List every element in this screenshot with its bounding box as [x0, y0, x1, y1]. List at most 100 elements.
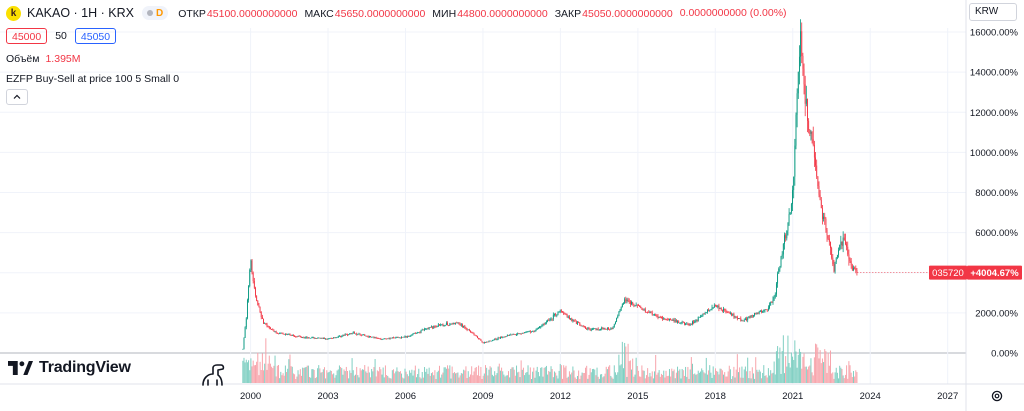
- sell-price-button[interactable]: 45000: [6, 28, 48, 44]
- volume-bar: [748, 378, 750, 383]
- volume-bar: [375, 376, 377, 383]
- volume-bar: [467, 371, 469, 383]
- candle-body: [802, 55, 804, 69]
- gear-icon[interactable]: [990, 389, 1004, 403]
- candle-body: [735, 316, 737, 318]
- volume-bar: [560, 365, 562, 383]
- candle-body: [529, 331, 531, 333]
- candle-body: [449, 323, 451, 326]
- volume-bar: [583, 372, 585, 383]
- volume-bar: [657, 372, 659, 383]
- candle-body: [364, 334, 366, 336]
- candle-body: [694, 320, 696, 324]
- volume-bar: [530, 378, 532, 383]
- volume-bar: [402, 377, 404, 383]
- volume-bar: [611, 377, 613, 383]
- candle-body: [794, 145, 796, 177]
- volume-bar: [405, 371, 407, 383]
- candle-body: [644, 309, 646, 313]
- candle-body: [721, 309, 723, 311]
- candle-body: [467, 329, 469, 331]
- candle-body: [458, 322, 460, 325]
- candle-body: [336, 337, 338, 338]
- symbol-title[interactable]: KAKAO · 1H · KRX: [27, 6, 134, 20]
- price-tick-label: 0.00%: [991, 349, 1018, 360]
- volume-bar: [759, 371, 761, 383]
- currency-selector[interactable]: KRW: [969, 3, 1017, 21]
- candle-body: [312, 337, 314, 338]
- candle-body: [432, 326, 434, 328]
- volume-bar: [840, 367, 842, 383]
- volume-bar: [451, 366, 453, 383]
- time-tick-label: 2027: [937, 391, 958, 402]
- volume-bar: [312, 369, 314, 383]
- volume-bar: [483, 373, 485, 383]
- price-tick-label: 16000.00%: [970, 28, 1019, 39]
- volume-bar: [604, 373, 606, 383]
- volume-bar: [821, 358, 823, 383]
- candle-body: [505, 336, 507, 338]
- volume-bar: [650, 376, 652, 383]
- volume-bar: [259, 361, 261, 383]
- tradingview-watermark[interactable]: TradingView: [8, 359, 131, 377]
- volume-bar: [854, 376, 856, 383]
- collapse-legend-button[interactable]: [6, 89, 28, 105]
- candle-body: [413, 333, 415, 334]
- candle-body: [780, 256, 782, 267]
- volume-bar: [482, 375, 484, 383]
- volume-bar: [571, 372, 573, 383]
- indicator-legend[interactable]: EZFP Buy-Sell at price 100 5 Small 0: [6, 72, 179, 86]
- candle-body: [843, 237, 845, 241]
- candle-body: [819, 194, 821, 201]
- volume-bar: [649, 372, 651, 383]
- volume-bar: [338, 365, 340, 383]
- volume-bar: [683, 375, 685, 383]
- volume-bar: [833, 378, 835, 383]
- volume-bar: [369, 377, 371, 383]
- volume-bar: [811, 372, 813, 383]
- candle-body: [474, 334, 476, 336]
- candle-body: [784, 235, 785, 244]
- volume-bar: [519, 377, 521, 383]
- symbol-label-box: [929, 265, 967, 280]
- candle-body: [733, 313, 735, 318]
- candle-body: [266, 323, 268, 327]
- candle-body: [681, 321, 683, 323]
- volume-bar: [274, 355, 276, 383]
- buy-price-button[interactable]: 45050: [74, 28, 117, 44]
- candle-body: [424, 329, 425, 330]
- volume-bar: [358, 377, 360, 383]
- candle-body: [813, 144, 815, 158]
- candle-body: [380, 338, 382, 340]
- volume-bar: [696, 374, 698, 383]
- volume-legend[interactable]: Объём 1.395M: [6, 52, 81, 66]
- volume-bar: [350, 372, 352, 383]
- candle-body: [436, 326, 438, 327]
- candle-body: [809, 130, 811, 134]
- candle-body: [744, 318, 746, 320]
- volume-bar: [494, 371, 496, 383]
- market-status-badge[interactable]: D: [141, 6, 169, 20]
- candle-body: [278, 333, 279, 335]
- volume-bar: [510, 368, 512, 383]
- volume-bar: [816, 344, 818, 383]
- volume-bar: [294, 374, 296, 383]
- volume-bar: [502, 371, 504, 383]
- volume-bar: [498, 363, 500, 383]
- candle-body: [752, 315, 754, 317]
- volume-bar: [289, 354, 291, 383]
- volume-bar: [475, 366, 477, 383]
- volume-bars: [242, 335, 858, 383]
- candle-body: [503, 336, 505, 338]
- candle-body: [842, 237, 844, 246]
- dinosaur-icon[interactable]: [200, 363, 226, 387]
- volume-bar: [543, 367, 545, 383]
- candle-body: [371, 336, 373, 338]
- candle-body: [445, 323, 447, 325]
- candle-body: [697, 317, 699, 321]
- candle-body: [706, 309, 708, 313]
- candle-body: [384, 338, 386, 340]
- candle-body: [516, 334, 517, 336]
- price-axis: 16000.00% 14000.00% 12000.00% 10000.00% 8000…: [970, 28, 1019, 360]
